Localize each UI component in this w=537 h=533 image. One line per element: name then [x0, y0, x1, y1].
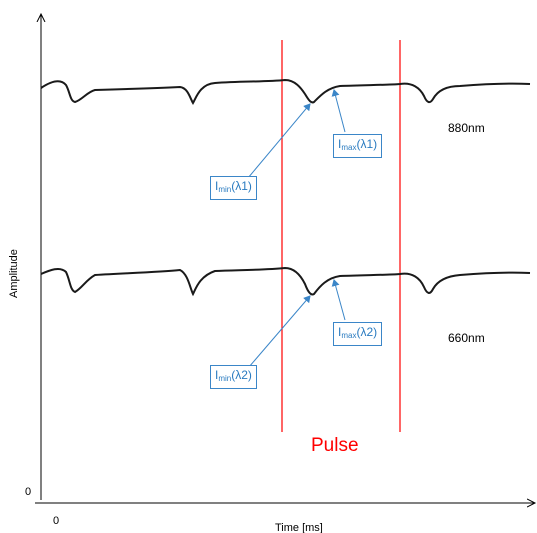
x-origin-label: 0	[53, 515, 59, 527]
imax-l1-base: I	[338, 137, 342, 151]
y-axis-label: Amplitude	[8, 249, 20, 298]
imin-l1-base: I	[215, 179, 219, 193]
imax-l1-arg: (λ1)	[356, 137, 378, 151]
imax-lambda2-callout: Imax(λ2)	[333, 322, 383, 346]
imax-l2-sub: max	[341, 331, 357, 340]
imax-lambda1-callout: Imax(λ1)	[333, 134, 383, 158]
pulse-label: Pulse	[311, 435, 359, 456]
series-line-880nm	[40, 78, 531, 105]
imin-l2-sub: min	[218, 374, 232, 383]
series-line-660nm	[40, 266, 531, 297]
series-label-660nm: 660nm	[448, 331, 485, 345]
imax-l1-arrow	[331, 89, 346, 133]
imin-l1-sub: min	[218, 185, 232, 194]
imin-lambda2-callout: Imin(λ2)	[210, 365, 257, 389]
imin-l1-arrow	[247, 103, 311, 179]
imax-l2-arrow	[331, 279, 346, 321]
imin-l2-base: I	[215, 368, 219, 382]
imin-l2-arg: (λ2)	[231, 368, 252, 382]
imin-l1-arg: (λ1)	[231, 179, 252, 193]
imin-l2-arrow	[248, 295, 311, 368]
imin-lambda1-callout: Imin(λ1)	[210, 176, 257, 200]
imax-l1-sub: max	[341, 143, 357, 152]
series-label-880nm: 880nm	[448, 121, 485, 135]
imax-l2-arg: (λ2)	[356, 325, 378, 339]
y-origin-label: 0	[25, 486, 31, 498]
imax-l2-base: I	[338, 325, 342, 339]
x-axis-label: Time [ms]	[275, 522, 323, 533]
